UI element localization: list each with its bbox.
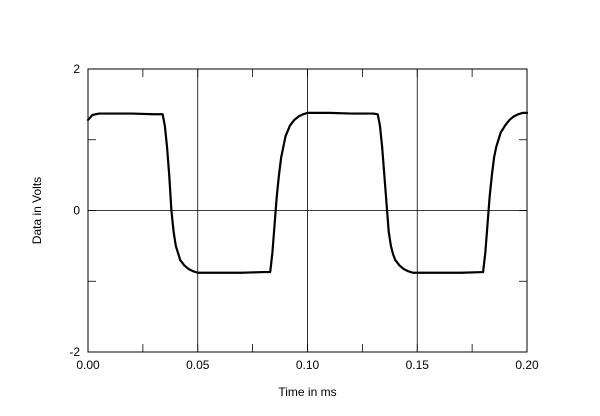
x-tick-labels: 0.00 0.05 0.10 0.15 0.20 — [76, 358, 539, 372]
y-axis-title: Data in Volts — [30, 177, 44, 244]
y-tick-label: 0 — [73, 204, 80, 218]
x-axis-title: Time in ms — [278, 385, 336, 399]
y-tick-label: -2 — [69, 345, 80, 359]
plot-frame — [87, 68, 528, 353]
y-tick-label: 2 — [73, 62, 80, 76]
x-tick-label: 0.10 — [296, 358, 320, 372]
grid — [88, 69, 527, 352]
x-tick-label: 0.20 — [515, 358, 539, 372]
series-line — [86, 111, 529, 274]
y-tick-labels: -2 0 2 — [69, 62, 80, 359]
x-tick-label: 0.00 — [76, 358, 100, 372]
x-tick-label: 0.15 — [406, 358, 430, 372]
x-tick-label: 0.05 — [186, 358, 210, 372]
